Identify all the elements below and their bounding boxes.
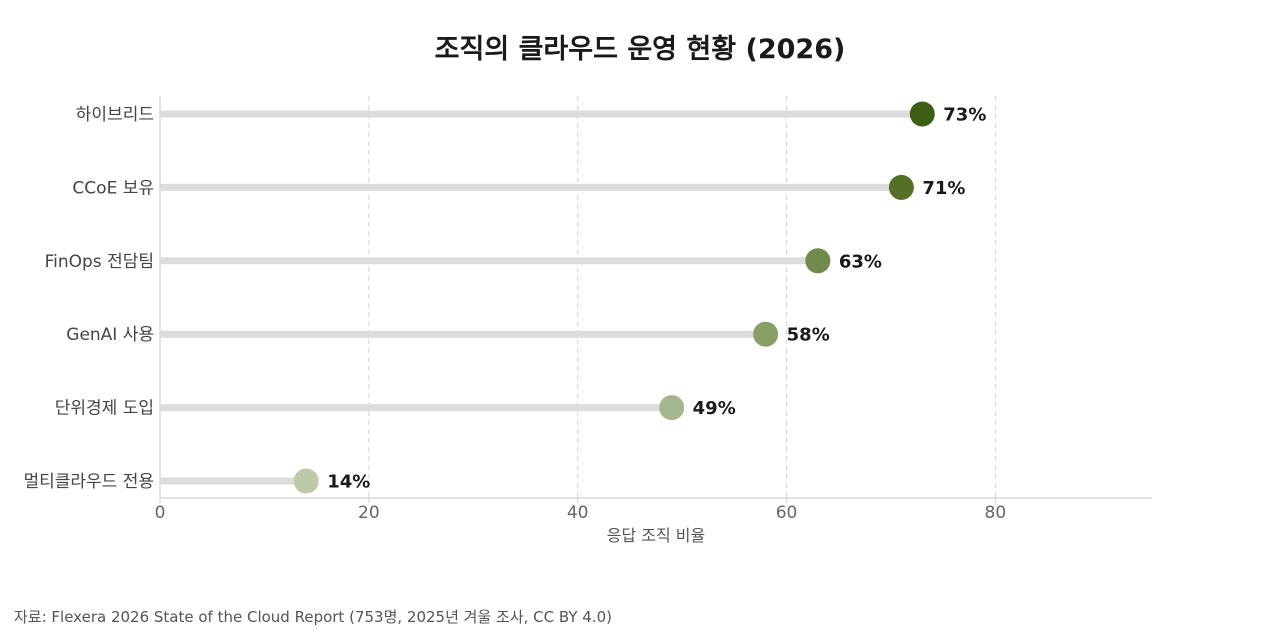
category-label: 단위경제 도입 bbox=[55, 399, 154, 419]
value-label: 71% bbox=[922, 178, 965, 199]
x-tick-label: 40 bbox=[567, 503, 589, 523]
x-tick-label: 60 bbox=[776, 503, 798, 523]
x-tick-label: 0 bbox=[155, 503, 166, 523]
lollipop-dot bbox=[909, 101, 935, 127]
lollipop-stems bbox=[160, 110, 923, 485]
lollipop-dot bbox=[888, 174, 914, 200]
value-label: 73% bbox=[943, 105, 986, 126]
x-tick-label: 80 bbox=[985, 503, 1007, 523]
axes bbox=[159, 96, 1152, 503]
lollipop-dot bbox=[659, 395, 685, 421]
value-label: 49% bbox=[693, 398, 736, 419]
category-label: GenAI 사용 bbox=[66, 325, 154, 345]
value-label: 14% bbox=[327, 472, 370, 493]
grid-lines bbox=[368, 96, 996, 498]
lollipop-dot bbox=[293, 468, 319, 494]
lollipop-dot bbox=[805, 248, 831, 274]
labels: 0 20 40 60 80 하이브리드 73% CCoE 보유 71% FinOps 전담팀 63%… bbox=[23, 105, 1006, 524]
category-label: 하이브리드 bbox=[76, 105, 154, 125]
category-label: FinOps 전담팀 bbox=[45, 252, 154, 272]
category-label: 멀티클라우드 전용 bbox=[23, 472, 154, 492]
lollipop-dot bbox=[753, 321, 779, 347]
lollipop-dots bbox=[293, 101, 935, 494]
x-axis-title: 응답 조직 비율 bbox=[607, 526, 706, 545]
value-label: 58% bbox=[787, 325, 830, 346]
value-label: 63% bbox=[839, 251, 882, 272]
source-note: 자료: Flexera 2026 State of the Cloud Repo… bbox=[14, 608, 612, 626]
chart-title: 조직의 클라우드 운영 현황 (2026) bbox=[435, 34, 846, 65]
category-label: CCoE 보유 bbox=[72, 178, 154, 198]
x-tick-label: 20 bbox=[358, 503, 380, 523]
